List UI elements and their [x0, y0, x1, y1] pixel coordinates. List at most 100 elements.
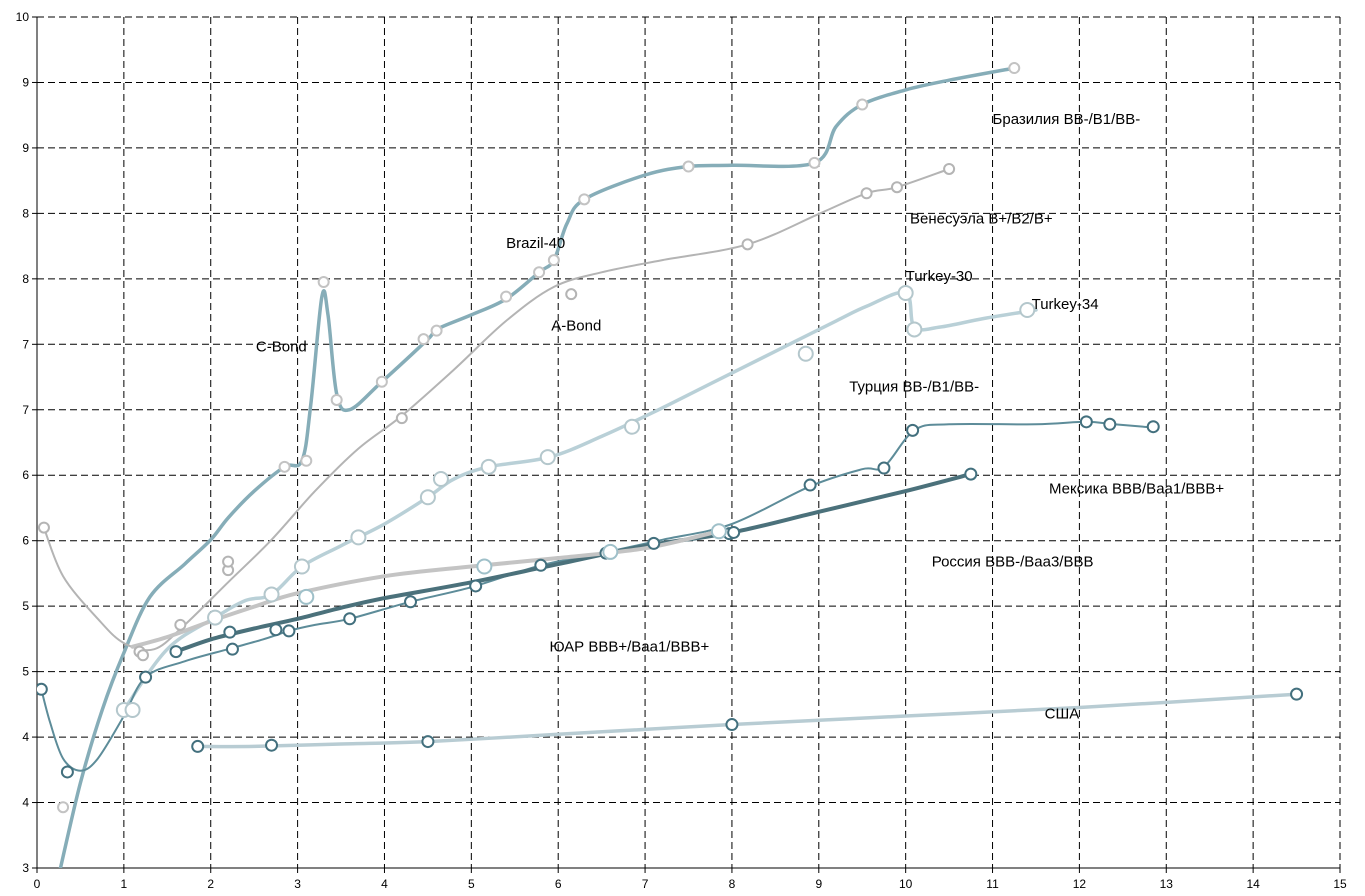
data-point-brazil — [578, 193, 591, 206]
data-point-brazil — [330, 393, 343, 406]
series-line-usa — [195, 692, 1299, 749]
x-tick-label: 9 — [815, 877, 822, 891]
data-point-venezuela — [222, 555, 235, 568]
x-tick-label: 15 — [1333, 877, 1347, 891]
data-point-usa — [191, 739, 205, 753]
y-tick-label: 6 — [22, 468, 29, 482]
data-point-venezuela — [37, 521, 50, 534]
data-point-venezuela — [943, 162, 956, 175]
data-point-sar — [710, 523, 727, 540]
data-point-russia — [727, 525, 741, 539]
x-tick-label: 11 — [986, 877, 999, 891]
data-point-turkey30 — [906, 321, 923, 338]
data-point-turkey30 — [124, 701, 141, 718]
data-point-mexico — [647, 536, 661, 550]
x-tick-label: 3 — [294, 877, 301, 891]
y-tick-label: 4 — [22, 796, 29, 810]
data-point-turkey30 — [293, 558, 310, 575]
y-tick-label: 6 — [22, 534, 29, 548]
data-point-mexico — [60, 765, 74, 779]
data-point-venezuela — [565, 288, 578, 301]
data-point-usa — [265, 738, 279, 752]
x-tick-label: 0 — [34, 877, 41, 891]
grid-lines — [37, 16, 1341, 868]
data-point-mexico — [139, 670, 153, 684]
annotation-turkey34: Turkey-34 — [1032, 296, 1099, 313]
data-point-brazil — [300, 454, 313, 467]
data-point-turkey30 — [263, 586, 280, 603]
y-tick-label: 10 — [16, 10, 30, 24]
data-point-turkey30 — [1019, 301, 1036, 318]
data-point-turkey30 — [419, 489, 436, 506]
axes — [32, 16, 1341, 873]
data-point-turkey30 — [624, 418, 641, 435]
annotation-brazil_label: Бразилия BB-/B1/BB- — [993, 111, 1141, 128]
data-point-venezuela — [890, 181, 903, 194]
annotation-usa_label: США — [1045, 705, 1080, 722]
data-point-usa — [1290, 687, 1304, 701]
annotation-mexico_label: Мексика BBB/Baa1/BBB+ — [1049, 481, 1224, 498]
data-point-turkey30 — [432, 470, 449, 487]
annotation-sar_label: ЮАР BBB+/Baa1/BBB+ — [550, 639, 710, 656]
y-tick-label: 7 — [22, 403, 29, 417]
data-point-mexico — [534, 558, 548, 572]
data-point-turkey30 — [897, 284, 914, 301]
data-point-russia — [169, 645, 183, 659]
data-point-venezuela — [174, 618, 187, 631]
annotation-turkey30: Turkey-30 — [906, 268, 973, 285]
data-point-venezuela — [741, 238, 754, 251]
y-tick-label: 3 — [22, 861, 29, 875]
data-point-venezuela — [136, 649, 149, 662]
data-point-brazil — [547, 254, 560, 267]
y-tick-label: 4 — [22, 730, 29, 744]
y-tick-label: 9 — [22, 141, 29, 155]
x-tick-label: 1 — [121, 877, 128, 891]
data-point-brazil — [856, 98, 869, 111]
y-tick-label: 5 — [22, 599, 29, 613]
data-point-brazil — [375, 375, 388, 388]
x-tick-label: 2 — [207, 877, 214, 891]
data-point-venezuela — [860, 187, 873, 200]
y-tick-label: 9 — [22, 75, 29, 89]
data-point-mexico — [469, 579, 483, 593]
y-tick-label: 5 — [22, 665, 29, 679]
data-point-usa — [421, 735, 435, 749]
annotation-cbond: C-Bond — [256, 338, 307, 355]
y-tick-label: 8 — [22, 272, 29, 286]
data-point-mexico — [343, 612, 357, 626]
data-point-brazil — [533, 266, 546, 279]
x-tick-label: 10 — [899, 877, 913, 891]
data-point-mexico — [906, 423, 920, 437]
y-tick-label: 7 — [22, 337, 29, 351]
data-point-brazil — [430, 324, 443, 337]
data-point-turkey30 — [797, 345, 814, 362]
data-point-mexico — [37, 682, 48, 696]
data-point-mexico — [1146, 420, 1160, 434]
annotation-venezuela_label: Венесуэла B+/B2/B+ — [910, 211, 1053, 228]
data-point-mexico — [269, 623, 283, 637]
x-tick-label: 7 — [642, 877, 649, 891]
data-point-mexico — [1079, 415, 1093, 429]
data-point-mexico — [282, 624, 296, 638]
annotation-russia_label: Россия BBB-/Baa3/BBB — [932, 554, 1094, 571]
data-point-turkey30 — [539, 449, 556, 466]
data-point-russia — [964, 467, 978, 481]
data-point-turkey30 — [350, 529, 367, 546]
data-point-brazil — [682, 160, 695, 173]
data-point-mexico — [803, 478, 817, 492]
data-point-russia — [223, 625, 237, 639]
data-point-mexico — [225, 642, 239, 656]
data-point-brazil — [57, 801, 70, 814]
data-point-sar — [298, 588, 315, 605]
x-tick-label: 6 — [555, 877, 562, 891]
x-tick-label: 8 — [729, 877, 736, 891]
annotation-turkey_label: Турция BB-/B1/BB- — [849, 378, 979, 395]
data-point-brazil — [317, 276, 330, 289]
x-tick-label: 12 — [1073, 877, 1087, 891]
data-point-sar — [476, 558, 493, 575]
x-tick-label: 13 — [1160, 877, 1174, 891]
data-point-brazil — [808, 156, 821, 169]
data-point-brazil — [1008, 62, 1021, 75]
